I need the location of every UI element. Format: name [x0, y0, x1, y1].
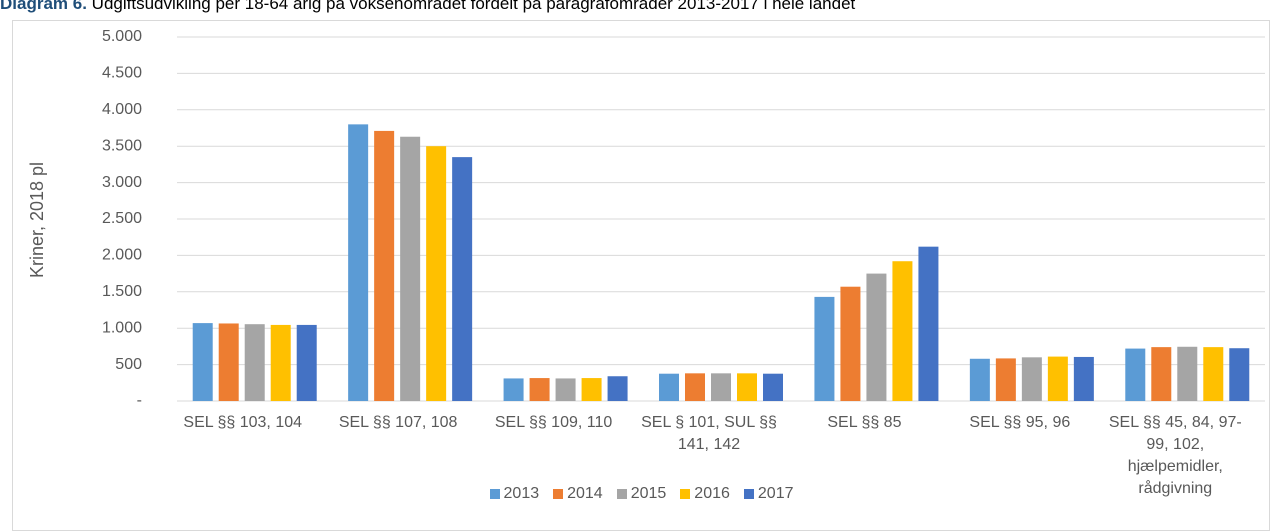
bar [1203, 347, 1224, 401]
y-tick-label: 5.000 [102, 28, 142, 45]
bar [270, 324, 291, 401]
y-axis-label: Kriner, 2018 pl [27, 162, 47, 278]
legend: 2013 2014 2015 2016 2017 [0, 485, 1283, 503]
bar [892, 261, 913, 401]
y-tick-label: 1.500 [102, 283, 142, 300]
bar [581, 378, 602, 401]
bar [840, 286, 861, 401]
y-tick-label: 3.000 [102, 174, 142, 191]
bar [426, 146, 447, 401]
x-tick-label: SEL §§ 103, 104 [183, 414, 303, 431]
x-tick-label: SEL §§ 45, 84, 97-99, 102, hjælpemidler,… [1108, 414, 1242, 497]
title-text: Udgiftsudvikling per 18-64 årig på vokse… [91, 0, 856, 13]
legend-item: 2013 [489, 485, 540, 503]
y-tick-label: 2.500 [102, 210, 142, 227]
bar [244, 324, 265, 401]
bar [296, 324, 317, 401]
y-tick-label: 500 [115, 356, 142, 373]
bar [1229, 348, 1250, 401]
bar [866, 273, 887, 401]
bar [969, 358, 990, 401]
bar [192, 323, 213, 401]
bar [814, 296, 835, 401]
legend-swatch [743, 489, 754, 499]
legend-swatch [616, 489, 627, 499]
bar [1073, 356, 1094, 401]
bar [711, 373, 731, 401]
bar [995, 358, 1016, 401]
bar [1021, 357, 1042, 401]
x-tick-label: SEL §§ 107, 108 [338, 414, 458, 431]
y-tick-label: 2.000 [102, 247, 142, 264]
y-tick-label: - [137, 392, 142, 409]
bar [1151, 347, 1172, 401]
legend-swatch [489, 489, 500, 499]
bar [737, 373, 757, 401]
legend-swatch [680, 489, 691, 499]
legend-item: 2017 [743, 485, 794, 503]
bar [607, 376, 628, 401]
legend-label: 2014 [567, 485, 603, 502]
legend-swatch [553, 489, 564, 499]
bar [529, 378, 550, 401]
bar [1047, 356, 1068, 401]
bar [659, 373, 679, 401]
bar [918, 246, 939, 401]
chart-border [12, 20, 1270, 531]
chart-title: Diagram 6. Udgiftsudvikling per 18-64 år… [0, 0, 855, 14]
bar [218, 323, 239, 401]
bar [400, 136, 421, 401]
title-label: Diagram 6. [0, 0, 87, 13]
y-tick-label: 4.500 [102, 65, 142, 82]
legend-label: 2016 [694, 485, 730, 502]
bar [1177, 346, 1198, 401]
legend-item: 2016 [680, 485, 730, 503]
legend-item: 2014 [553, 485, 603, 503]
y-tick-label: 1.000 [102, 319, 142, 336]
y-tick-label: 3.500 [102, 137, 142, 154]
y-tick-label: 4.000 [102, 101, 142, 118]
bar [348, 124, 369, 402]
legend-label: 2015 [630, 485, 667, 502]
bar [452, 157, 473, 401]
x-tick-label: SEL §§ 109, 110 [494, 414, 613, 431]
bar [555, 378, 576, 401]
legend-label: 2013 [503, 485, 540, 502]
bar [374, 130, 395, 402]
x-tick-label: SEL § 101, SUL §§ 141, 142 [641, 414, 777, 453]
bar [763, 373, 783, 401]
bar [1125, 348, 1146, 401]
x-tick-label: SEL §§ 95, 96 [969, 414, 1071, 431]
bar [685, 373, 705, 401]
legend-label: 2017 [757, 485, 794, 502]
legend-item: 2015 [616, 485, 667, 503]
bar [503, 378, 524, 401]
x-tick-label: SEL §§ 85 [827, 414, 902, 431]
